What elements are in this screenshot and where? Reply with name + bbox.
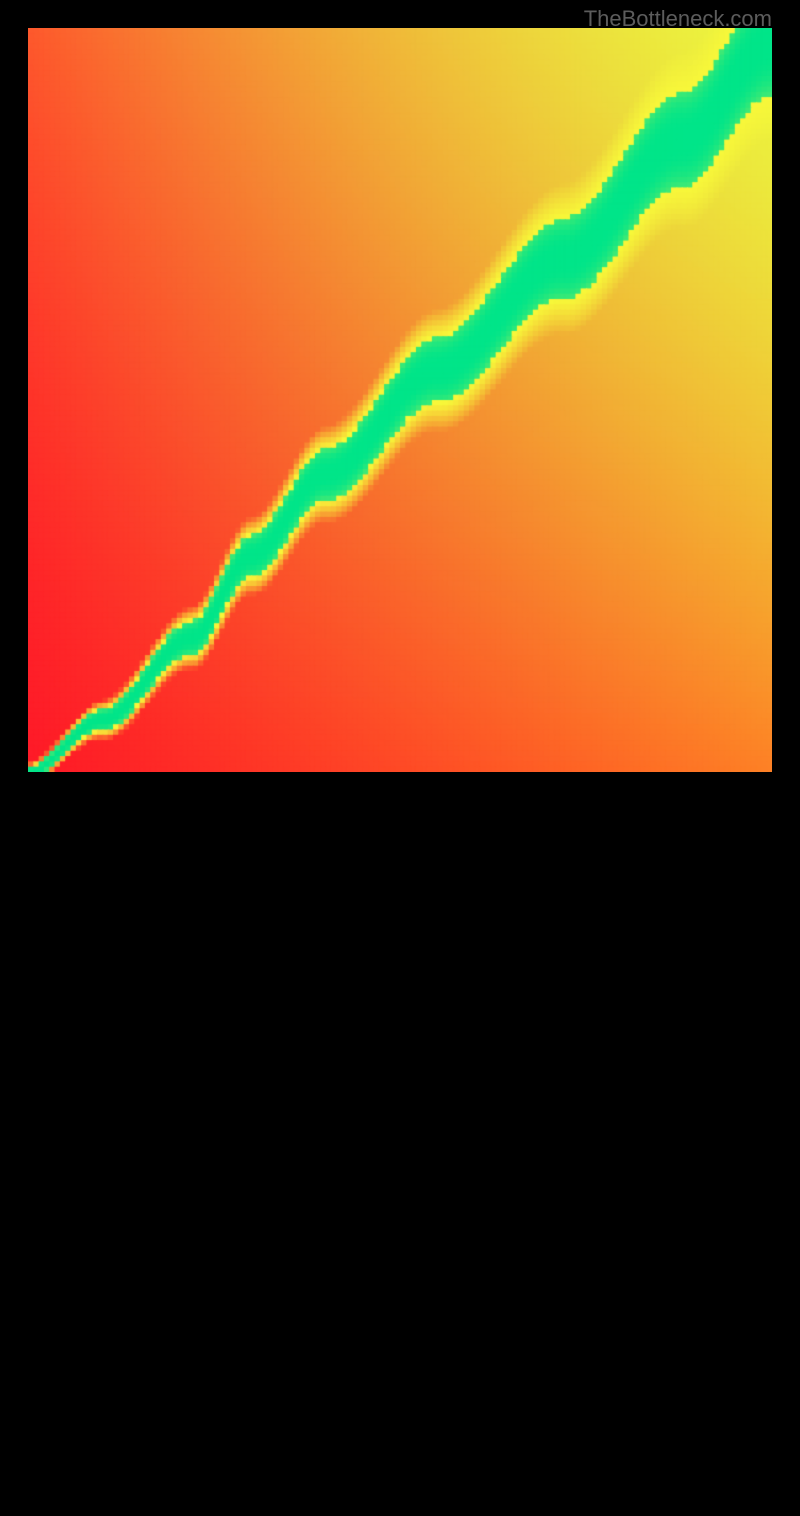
watermark-text: TheBottleneck.com: [584, 6, 772, 32]
crosshair-horizontal-line: [28, 1305, 772, 1306]
crosshair-vertical-line: [239, 772, 240, 1516]
heatmap-canvas: [28, 28, 772, 772]
crosshair-point: [235, 1301, 243, 1309]
bottleneck-heatmap: [28, 28, 772, 772]
